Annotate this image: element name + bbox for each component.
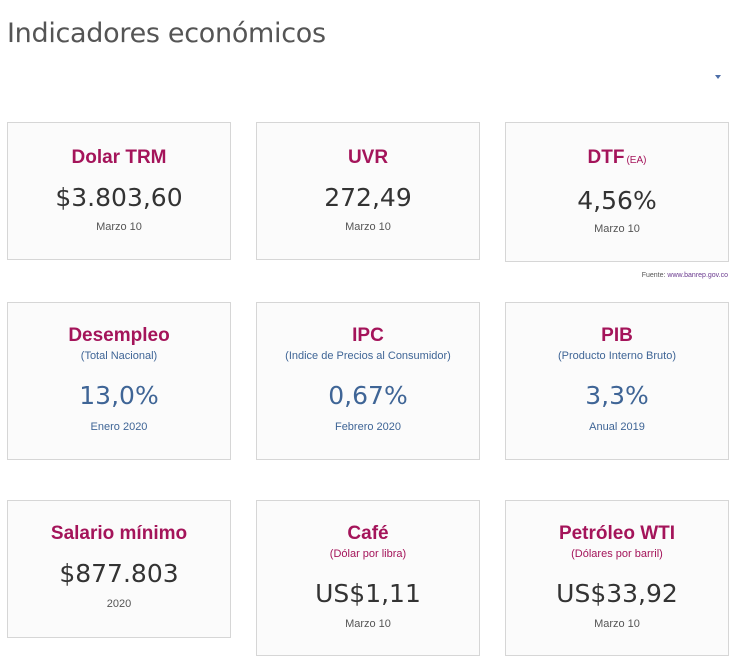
card-petroleo-wti: Petróleo WTI (Dólares por barril) US$33,… bbox=[505, 500, 729, 656]
card-title: IPC bbox=[352, 325, 384, 346]
card-desempleo: Desempleo (Total Nacional) 13,0% Enero 2… bbox=[7, 302, 231, 460]
card-title: Salario mínimo bbox=[50, 523, 188, 544]
source-link[interactable]: www.banrep.gov.co bbox=[667, 272, 728, 279]
card-title: DTF (EA) bbox=[506, 147, 728, 169]
card-cafe: Café (Dólar por libra) US$1,11 Marzo 10 bbox=[256, 500, 480, 656]
card-subtitle: (Dólares por barril) bbox=[571, 548, 663, 560]
card-title-text: DTF bbox=[587, 147, 625, 168]
card-value: $877.803 bbox=[59, 559, 179, 588]
card-date: Marzo 10 bbox=[345, 221, 391, 233]
source-label: Fuente: bbox=[641, 272, 666, 279]
card-dtf: DTF (EA) 4,56% Marzo 10 bbox=[505, 122, 729, 262]
card-title: Petróleo WTI bbox=[558, 523, 676, 544]
card-date: Enero 2020 bbox=[90, 421, 148, 433]
card-title: UVR bbox=[347, 147, 389, 168]
card-date: Anual 2019 bbox=[589, 421, 645, 433]
card-subtitle: (Dólar por libra) bbox=[329, 548, 407, 560]
card-date: Febrero 2020 bbox=[334, 421, 402, 433]
card-title: PIB bbox=[601, 325, 633, 346]
card-title: Dolar TRM bbox=[71, 147, 167, 168]
card-date: Marzo 10 bbox=[594, 618, 640, 630]
card-value: 4,56% bbox=[577, 186, 657, 215]
card-pib: PIB (Producto Interno Bruto) 3,3% Anual … bbox=[505, 302, 729, 460]
card-salario-minimo: Salario mínimo $877.803 2020 bbox=[7, 500, 231, 638]
card-value: 3,3% bbox=[585, 381, 649, 410]
card-value: 272,49 bbox=[324, 183, 412, 212]
card-ipc: IPC (Indice de Precios al Consumidor) 0,… bbox=[256, 302, 480, 460]
page-title: Indicadores económicos bbox=[7, 18, 326, 49]
card-value: 13,0% bbox=[79, 381, 159, 410]
card-value: US$33,92 bbox=[556, 579, 678, 608]
card-subtitle: (Producto Interno Bruto) bbox=[557, 350, 676, 362]
card-value: 0,67% bbox=[328, 381, 408, 410]
card-uvr: UVR 272,49 Marzo 10 bbox=[256, 122, 480, 260]
card-title: Desempleo bbox=[68, 325, 170, 346]
card-subtitle: (Indice de Precios al Consumidor) bbox=[285, 350, 451, 362]
card-date: Marzo 10 bbox=[594, 223, 640, 235]
card-title: Café bbox=[347, 523, 389, 544]
card-date: Marzo 10 bbox=[96, 221, 142, 233]
card-value: $3.803,60 bbox=[55, 183, 183, 212]
card-dolar-trm: Dolar TRM $3.803,60 Marzo 10 bbox=[7, 122, 231, 260]
card-subtitle: (Total Nacional) bbox=[80, 350, 158, 362]
chevron-down-icon[interactable] bbox=[715, 75, 721, 79]
card-value: US$1,11 bbox=[315, 579, 421, 608]
source-note: Fuente: www.banrep.gov.co bbox=[642, 272, 728, 279]
card-date: 2020 bbox=[106, 598, 132, 610]
card-title-unit: (EA) bbox=[626, 155, 647, 166]
card-date: Marzo 10 bbox=[345, 618, 391, 630]
